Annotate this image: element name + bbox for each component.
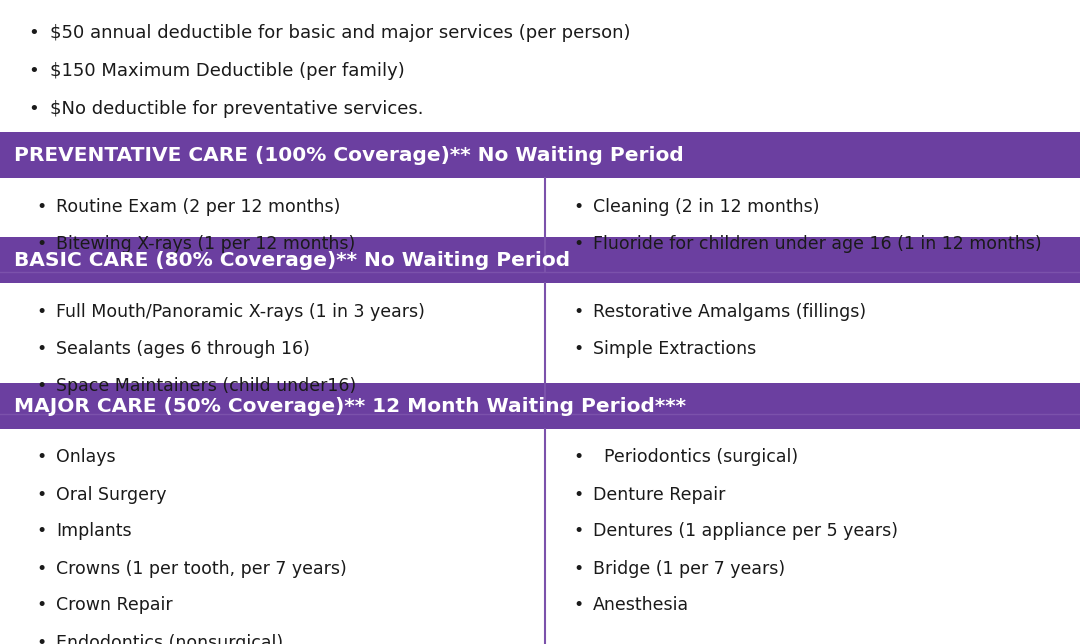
- Bar: [0, 429, 1080, 644]
- Text: Periodontics (surgical): Periodontics (surgical): [593, 448, 798, 466]
- Text: •: •: [28, 62, 39, 80]
- Text: •: •: [573, 448, 583, 466]
- Text: Cleaning (2 in 12 months): Cleaning (2 in 12 months): [593, 198, 820, 216]
- Text: $50 annual deductible for basic and major services (per person): $50 annual deductible for basic and majo…: [50, 24, 631, 42]
- Text: Crowns (1 per tooth, per 7 years): Crowns (1 per tooth, per 7 years): [56, 560, 347, 578]
- Text: $150 Maximum Deductible (per family): $150 Maximum Deductible (per family): [50, 62, 405, 80]
- Text: Simple Extractions: Simple Extractions: [593, 339, 756, 357]
- Text: •: •: [36, 448, 46, 466]
- Bar: [0, 383, 1080, 429]
- Text: •: •: [573, 486, 583, 504]
- Bar: [0, 132, 1080, 178]
- Text: •: •: [36, 486, 46, 504]
- Text: Fluoride for children under age 16 (1 in 12 months): Fluoride for children under age 16 (1 in…: [593, 234, 1041, 252]
- Text: Onlays: Onlays: [56, 448, 116, 466]
- Text: •: •: [36, 522, 46, 540]
- Text: •: •: [36, 377, 46, 395]
- Text: Dentures (1 appliance per 5 years): Dentures (1 appliance per 5 years): [593, 522, 897, 540]
- Text: Bridge (1 per 7 years): Bridge (1 per 7 years): [593, 560, 785, 578]
- Text: •: •: [573, 198, 583, 216]
- Text: Restorative Amalgams (fillings): Restorative Amalgams (fillings): [593, 303, 866, 321]
- Text: Anesthesia: Anesthesia: [593, 596, 689, 614]
- Text: Endodontics (nonsurgical): Endodontics (nonsurgical): [56, 634, 283, 644]
- Text: Crown Repair: Crown Repair: [56, 596, 173, 614]
- Text: •: •: [36, 596, 46, 614]
- Text: Sealants (ages 6 through 16): Sealants (ages 6 through 16): [56, 339, 310, 357]
- Text: •: •: [36, 198, 46, 216]
- Text: Implants: Implants: [56, 522, 132, 540]
- Text: •: •: [573, 339, 583, 357]
- Text: •: •: [36, 303, 46, 321]
- Text: Oral Surgery: Oral Surgery: [56, 486, 166, 504]
- Text: •: •: [573, 234, 583, 252]
- Text: •: •: [573, 303, 583, 321]
- Text: •: •: [28, 100, 39, 118]
- Text: Full Mouth/Panoramic X-rays (1 in 3 years): Full Mouth/Panoramic X-rays (1 in 3 year…: [56, 303, 424, 321]
- Text: •: •: [573, 522, 583, 540]
- Text: PREVENTATIVE CARE (100% Coverage)** No Waiting Period: PREVENTATIVE CARE (100% Coverage)** No W…: [14, 146, 684, 164]
- Text: $No deductible for preventative services.: $No deductible for preventative services…: [50, 100, 423, 118]
- Bar: [0, 283, 1080, 414]
- Text: •: •: [36, 339, 46, 357]
- Text: •: •: [36, 234, 46, 252]
- Text: Space Maintainers (child under16): Space Maintainers (child under16): [56, 377, 356, 395]
- Text: •: •: [573, 596, 583, 614]
- Text: •: •: [573, 560, 583, 578]
- Bar: [0, 237, 1080, 283]
- Text: BASIC CARE (80% Coverage)** No Waiting Period: BASIC CARE (80% Coverage)** No Waiting P…: [14, 251, 570, 269]
- Text: MAJOR CARE (50% Coverage)** 12 Month Waiting Period***: MAJOR CARE (50% Coverage)** 12 Month Wai…: [14, 397, 686, 415]
- Text: •: •: [28, 24, 39, 42]
- Text: Bitewing X-rays (1 per 12 months): Bitewing X-rays (1 per 12 months): [56, 234, 355, 252]
- Text: Denture Repair: Denture Repair: [593, 486, 726, 504]
- Text: •: •: [36, 634, 46, 644]
- Bar: [0, 178, 1080, 272]
- Text: •: •: [36, 560, 46, 578]
- Text: Routine Exam (2 per 12 months): Routine Exam (2 per 12 months): [56, 198, 340, 216]
